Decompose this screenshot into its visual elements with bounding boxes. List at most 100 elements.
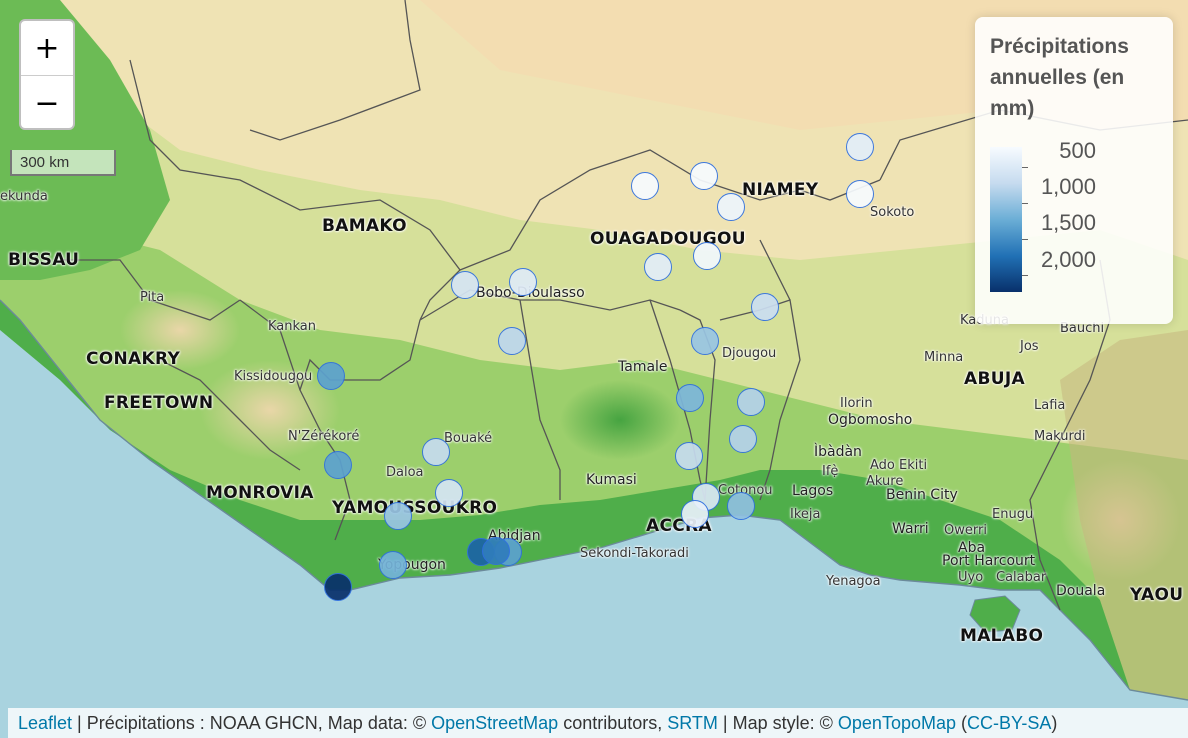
place-ekunda: ekunda [0, 189, 48, 204]
attribution-text: ) [1051, 713, 1058, 733]
legend-label: 1,500 [1040, 210, 1096, 235]
place-calabar: Calabar [996, 570, 1047, 585]
place-nzerekore: N'Zérékoré [288, 429, 360, 444]
place-ilorin: Ilorin [840, 396, 873, 411]
legend-label: 500 [1059, 138, 1096, 163]
place-tamale: Tamale [618, 359, 668, 375]
attribution-text: ( [956, 713, 967, 733]
attribution-text: | Map style: © [717, 713, 838, 733]
place-lafia: Lafia [1034, 398, 1066, 413]
legend-label: 1,000 [1040, 174, 1096, 199]
place-kissidougou: Kissidougou [234, 369, 313, 384]
place-yaounde: YAOU [1130, 585, 1184, 605]
legend-panel: Précipitations annuelles (en mm) 500 1,0… [975, 17, 1173, 324]
place-bouake: Bouaké [444, 431, 493, 446]
legend-tick [1022, 239, 1028, 240]
station-marker[interactable] [846, 180, 874, 208]
place-enugu: Enugu [992, 507, 1034, 522]
zoom-control: + − [19, 19, 75, 130]
attribution-text: contributors, [558, 713, 668, 733]
place-lagos: Lagos [792, 483, 834, 499]
place-benin-city: Benin City [886, 487, 958, 503]
station-marker[interactable] [509, 268, 537, 296]
attribution-text: | Précipitations : NOAA GHCN, Map data: … [72, 713, 432, 733]
station-marker[interactable] [451, 271, 479, 299]
station-marker[interactable] [317, 362, 345, 390]
place-sokoto: Sokoto [870, 205, 915, 220]
place-bamako: BAMAKO [322, 216, 407, 236]
place-djougou: Djougou [722, 346, 777, 361]
station-marker[interactable] [676, 384, 704, 412]
place-douala: Douala [1056, 583, 1106, 599]
station-marker[interactable] [631, 172, 659, 200]
station-marker[interactable] [727, 492, 755, 520]
place-ibadan: Ìbàdàn [814, 444, 862, 460]
place-warri: Warri [892, 521, 929, 537]
legend-label: 2,000 [1040, 247, 1096, 272]
station-marker[interactable] [422, 438, 450, 466]
station-marker[interactable] [435, 479, 463, 507]
openstreetmap-link[interactable]: OpenStreetMap [431, 713, 559, 733]
place-owerri: Owerri [944, 523, 987, 538]
leaflet-link[interactable]: Leaflet [18, 713, 73, 733]
place-ado-ekiti: Ado Ekiti [870, 458, 928, 473]
place-sekondi-takoradi: Sekondi-Takoradi [580, 546, 689, 561]
station-marker[interactable] [675, 442, 703, 470]
station-marker[interactable] [737, 388, 765, 416]
srtm-link[interactable]: SRTM [667, 713, 718, 733]
scale-bar: 300 km [10, 150, 116, 176]
place-monrovia: MONROVIA [206, 483, 314, 503]
place-abuja: ABUJA [964, 369, 1025, 389]
station-marker[interactable] [384, 502, 412, 530]
place-kankan: Kankan [268, 319, 317, 334]
station-marker[interactable] [498, 327, 526, 355]
place-ife: Ifẹ̀ [822, 464, 839, 479]
place-kumasi: Kumasi [586, 472, 637, 488]
station-marker[interactable] [324, 451, 352, 479]
license-link[interactable]: CC-BY-SA [967, 713, 1052, 733]
place-uyo: Uyo [958, 570, 984, 585]
station-marker[interactable] [717, 193, 745, 221]
station-marker[interactable] [751, 293, 779, 321]
station-marker[interactable] [644, 253, 672, 281]
legend-tick [1022, 203, 1028, 204]
legend-title: Précipitations annuelles (en mm) [990, 35, 1129, 120]
place-jos: Jos [1020, 339, 1039, 354]
place-yenagoa: Yenagoa [826, 574, 881, 589]
station-marker[interactable] [846, 133, 874, 161]
place-aba: Aba [958, 540, 986, 556]
zoom-out-button[interactable]: − [21, 75, 73, 130]
place-ogbomosho: Ogbomosho [828, 412, 913, 428]
legend-tick [1022, 275, 1028, 276]
opentopomap-link[interactable]: OpenTopoMap [837, 713, 956, 733]
station-marker[interactable] [729, 425, 757, 453]
place-makurdi: Makurdi [1034, 429, 1086, 444]
place-akure: Akure [866, 474, 904, 489]
station-marker[interactable] [379, 551, 407, 579]
place-ouagadougou: OUAGADOUGOU [590, 229, 746, 249]
place-minna: Minna [924, 350, 964, 365]
place-ikeja: Ikeja [790, 507, 821, 522]
place-yamoussoukro: YAMOUSSOUKRO [332, 498, 498, 518]
legend-color-ramp [990, 147, 1022, 292]
station-marker[interactable] [482, 537, 510, 565]
station-marker[interactable] [681, 500, 709, 528]
station-marker[interactable] [691, 327, 719, 355]
place-conakry: CONAKRY [86, 349, 181, 369]
station-marker[interactable] [324, 573, 352, 601]
place-freetown: FREETOWN [104, 393, 214, 413]
place-malabo: MALABO [960, 626, 1044, 646]
place-pita: Pita [140, 290, 165, 305]
place-bissau: BISSAU [8, 250, 80, 270]
legend-tick [1022, 167, 1028, 168]
place-bauchi: Bauchi [1060, 321, 1105, 336]
station-marker[interactable] [693, 242, 721, 270]
station-marker[interactable] [690, 162, 718, 190]
attribution-bar: Leaflet | Précipitations : NOAA GHCN, Ma… [8, 708, 1188, 738]
place-port-harcourt: Port Harcourt [942, 553, 1036, 569]
zoom-in-button[interactable]: + [34, 30, 60, 66]
place-niamey: NIAMEY [742, 180, 819, 200]
place-daloa: Daloa [386, 465, 424, 480]
